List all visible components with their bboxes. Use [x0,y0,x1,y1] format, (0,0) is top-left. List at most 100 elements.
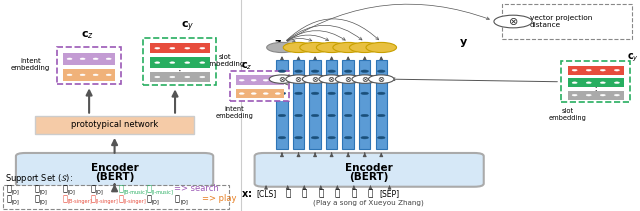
Text: => search: => search [175,184,219,193]
Text: [O]: [O] [12,199,20,204]
Circle shape [239,93,244,94]
Circle shape [572,69,577,71]
Text: ⋮: ⋮ [591,86,600,95]
Bar [143,38,216,85]
Circle shape [185,47,190,49]
Text: [I-singer]: [I-singer] [96,199,119,204]
Text: 稻: 稻 [118,184,124,193]
Text: [O]: [O] [12,189,20,194]
Circle shape [170,62,175,64]
Circle shape [311,136,319,139]
Text: 歌: 歌 [175,194,179,203]
Circle shape [344,114,352,117]
Text: [O]: [O] [152,199,160,204]
Circle shape [319,75,344,83]
Circle shape [278,92,286,95]
Circle shape [275,79,280,81]
Text: Support Set ($\mathcal{S}$):: Support Set ($\mathcal{S}$): [5,172,73,185]
Bar [3,185,229,209]
Circle shape [369,75,394,83]
Circle shape [185,76,190,78]
Text: 学: 学 [318,189,323,198]
Text: slot
embedding: slot embedding [205,54,245,67]
Bar [63,53,115,65]
Text: $\otimes$: $\otimes$ [311,75,319,84]
Circle shape [200,76,205,78]
Bar [236,89,284,98]
Circle shape [378,136,385,139]
Circle shape [80,74,85,76]
Circle shape [80,58,85,60]
Circle shape [278,70,286,73]
Circle shape [614,82,620,84]
Circle shape [328,70,335,73]
Circle shape [361,136,369,139]
Text: => play: => play [202,194,237,203]
Text: 歌: 歌 [368,189,373,198]
Circle shape [106,74,111,76]
Text: [O]: [O] [96,189,104,194]
Circle shape [93,74,98,76]
Circle shape [311,92,319,95]
Circle shape [155,62,160,64]
Text: [I-singer]: [I-singer] [124,199,147,204]
Circle shape [200,62,205,64]
FancyBboxPatch shape [16,153,213,187]
Text: [B-singer]: [B-singer] [68,199,93,204]
Circle shape [572,82,577,84]
Text: (Play a song of Xueyou Zhang): (Play a song of Xueyou Zhang) [312,199,423,206]
Text: $\mathbf{c}_z$: $\mathbf{c}_z$ [241,61,253,72]
Text: intent
embedding: intent embedding [215,106,253,119]
Text: 的: 的 [147,194,152,203]
Circle shape [378,70,385,73]
Text: [O]: [O] [40,189,48,194]
Circle shape [106,58,111,60]
Circle shape [600,94,605,96]
Circle shape [316,42,347,53]
Bar [326,60,337,149]
Circle shape [275,93,280,94]
Circle shape [300,42,330,53]
Circle shape [93,58,98,60]
Circle shape [284,42,314,53]
Text: $\otimes$: $\otimes$ [344,75,352,84]
Circle shape [200,47,205,49]
Text: 伦: 伦 [118,194,124,203]
Circle shape [366,42,397,53]
Bar [150,43,210,53]
Bar [150,72,210,82]
Text: vector projection
distance: vector projection distance [529,15,592,28]
Text: [O]: [O] [68,189,76,194]
Circle shape [494,15,532,28]
Circle shape [614,69,620,71]
Circle shape [294,92,302,95]
Text: 的: 的 [351,189,356,198]
Text: $\mathbf{c}_y$: $\mathbf{c}_y$ [181,19,195,34]
Bar [342,60,354,149]
Circle shape [67,74,72,76]
Text: $\mathbf{z}$: $\mathbf{z}$ [274,38,282,48]
Circle shape [328,136,335,139]
Text: $\otimes$: $\otimes$ [294,75,303,84]
Bar [230,71,289,101]
Circle shape [278,114,286,117]
Bar [309,60,321,149]
Text: Encoder: Encoder [91,163,138,173]
Circle shape [335,75,361,83]
Circle shape [361,70,369,73]
Bar [502,4,632,39]
Circle shape [378,92,385,95]
FancyBboxPatch shape [255,153,484,187]
Text: [CLS]: [CLS] [256,189,276,198]
Text: 放: 放 [35,194,40,203]
Circle shape [263,79,268,81]
Circle shape [67,58,72,60]
Circle shape [344,70,352,73]
Circle shape [311,114,319,117]
Text: (BERT): (BERT) [95,172,134,182]
Bar [276,60,288,149]
Text: $\otimes$: $\otimes$ [278,75,286,84]
Circle shape [278,136,286,139]
Text: $\mathbf{y}$: $\mathbf{y}$ [459,37,468,49]
Text: $\otimes$: $\otimes$ [360,75,369,84]
